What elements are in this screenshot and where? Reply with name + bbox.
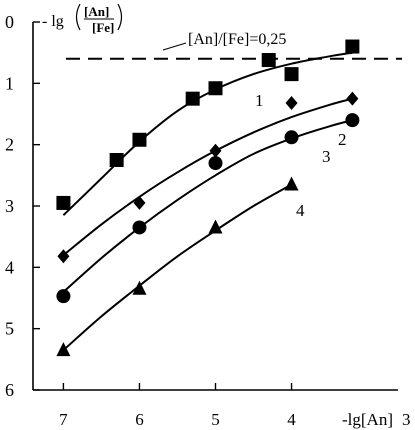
series-1-point: [345, 39, 360, 54]
y-tick-label: 5: [5, 319, 14, 339]
x-axis-end-label: 3: [402, 410, 411, 429]
series-2-point: [57, 249, 70, 264]
series-1-point: [208, 81, 223, 96]
y-tick-label: 1: [5, 73, 14, 93]
series-1-fit-curve: [62, 51, 353, 216]
y-tick-label: 6: [5, 380, 14, 400]
series-4-fit-curve: [62, 183, 292, 351]
series-3-point: [345, 113, 360, 128]
y-axis-title-prefix: - lg: [42, 13, 64, 30]
y-tick-label: 2: [5, 135, 14, 155]
series-1-point: [109, 153, 124, 167]
series-1-label: 1: [255, 91, 264, 110]
series-3-fit-curve: [62, 119, 353, 293]
series-3: 3: [56, 113, 360, 304]
series-1-point: [132, 132, 147, 147]
reference-line-pointer: [162, 42, 187, 51]
y-axis-title: - lg [An] [Fe]: [42, 3, 123, 35]
series-3-point: [56, 289, 71, 304]
x-tick-label: 7: [59, 410, 68, 429]
reference-line-label: [An]/[Fe]=0,25: [188, 31, 286, 48]
series-1-point: [261, 53, 276, 68]
series-4-point: [132, 280, 147, 295]
series-3-point: [284, 130, 299, 145]
y-axis-title-left-paren: [75, 3, 81, 31]
series-1-point: [284, 67, 299, 82]
series-2-fit-curve: [62, 97, 353, 256]
series-1: 1: [56, 39, 360, 216]
series-2-point: [209, 143, 222, 158]
y-axis-title-right-paren: [117, 3, 123, 31]
series-2-point: [285, 95, 298, 110]
y-tick-label: 0: [5, 12, 14, 32]
tick-layer: 0 1 2 3 4 5 6 7 6 5 4: [5, 12, 296, 429]
series-4-point: [284, 176, 299, 191]
series-4-point: [56, 342, 71, 357]
series-2-point: [133, 195, 146, 210]
x-axis-title: -lg[An]: [342, 410, 393, 429]
x-tick-label: 4: [287, 410, 296, 429]
y-axis-title-numerator: [An]: [84, 4, 109, 19]
series-4-point: [208, 219, 223, 234]
series-4: 4: [56, 176, 305, 357]
series-2-label: 2: [338, 130, 347, 149]
plot-layer: 1 23 4: [56, 39, 402, 357]
x-tick-label: 5: [211, 410, 220, 429]
series-2: 2: [57, 91, 359, 264]
x-tick-label: 6: [135, 410, 144, 429]
series-3-point: [208, 156, 223, 171]
series-3-point: [132, 220, 147, 235]
y-tick-label: 4: [5, 257, 14, 277]
y-axis-title-denominator: [Fe]: [92, 20, 114, 35]
series-4-label: 4: [296, 201, 305, 220]
y-tick-label: 3: [5, 196, 14, 216]
series-1-point: [185, 91, 200, 106]
series-3-label: 3: [322, 147, 331, 166]
series-2-point: [346, 91, 359, 106]
series-1-point: [56, 195, 71, 210]
